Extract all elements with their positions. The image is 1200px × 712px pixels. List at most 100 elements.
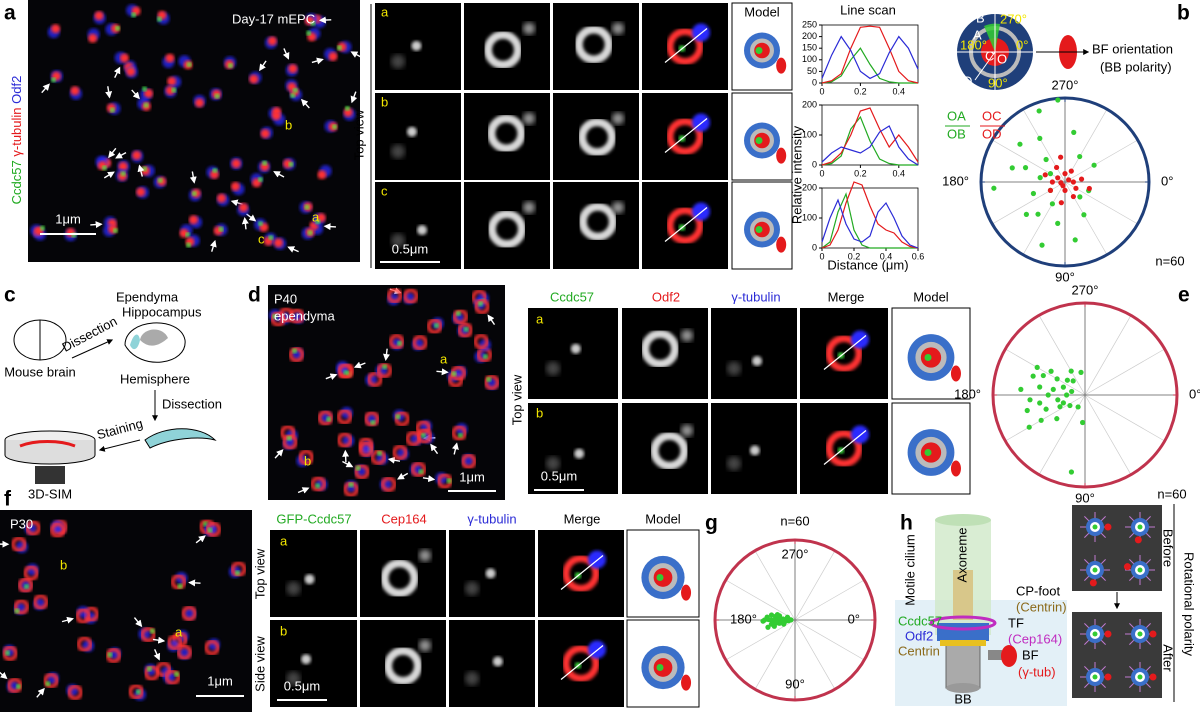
row-label: a	[536, 311, 544, 326]
bb-dot	[1092, 524, 1098, 530]
signal-gray	[752, 355, 763, 366]
stain: γ-tubulin	[9, 107, 24, 156]
signal-gray	[650, 431, 689, 470]
view-label: Top view	[509, 374, 524, 425]
signal-red	[49, 522, 66, 538]
image-title: P40	[274, 291, 297, 306]
signal-gray	[749, 445, 760, 456]
annotation: n=60	[1155, 253, 1184, 268]
spoke	[1022, 181, 1066, 255]
signal-red	[126, 67, 136, 77]
basal-body	[945, 639, 981, 689]
point	[991, 185, 997, 191]
angle-tick-label: 0°	[1161, 173, 1173, 188]
signal-gray	[286, 581, 301, 596]
spoke	[1084, 348, 1165, 396]
signal-green	[113, 228, 118, 233]
scan-line	[823, 430, 867, 465]
label: Dissection	[162, 396, 222, 411]
panel-label: h	[900, 512, 913, 535]
signal-red	[336, 409, 353, 425]
signal-red	[473, 333, 489, 350]
signal-green	[174, 671, 179, 677]
column-header: Cep164	[381, 511, 427, 526]
point	[1078, 369, 1084, 375]
point	[1047, 171, 1054, 177]
signal-green	[203, 521, 208, 527]
image-arrow	[189, 171, 197, 184]
x-tick-label: 0.4	[893, 168, 906, 178]
label: (Cep164)	[1008, 631, 1062, 646]
signal-green	[45, 681, 51, 687]
point	[1030, 373, 1036, 379]
model-foot	[776, 147, 787, 164]
signal-red	[7, 677, 23, 694]
signal-red	[43, 672, 59, 689]
signal-green	[463, 326, 469, 332]
micrograph-tile	[528, 403, 618, 494]
point	[1054, 164, 1060, 171]
cell-label: a	[312, 209, 320, 224]
image-arrow	[152, 636, 166, 644]
angle-tick-label: 270°	[782, 546, 809, 561]
signal-green	[212, 168, 218, 173]
image-arrow	[246, 213, 257, 222]
y-tick-label: 150	[802, 43, 817, 53]
signal-red	[204, 639, 220, 656]
row-label: c	[381, 183, 388, 198]
image-arrow	[342, 449, 350, 463]
signal-red	[483, 374, 500, 391]
chart-title: Line scan	[840, 2, 896, 17]
line-series	[821, 181, 919, 249]
signal-green	[483, 354, 488, 359]
signal-green	[292, 348, 297, 354]
image-arrow	[350, 91, 358, 104]
signal-gray	[419, 639, 431, 652]
point	[1070, 378, 1076, 384]
signal-red	[189, 215, 199, 225]
signal-red	[155, 661, 172, 678]
signal-green	[370, 420, 376, 425]
image-arrow	[422, 475, 436, 483]
image-arrow	[273, 171, 285, 178]
column-header: Odf2	[652, 289, 680, 304]
signal-red	[176, 644, 193, 661]
bf-dot	[1149, 630, 1157, 638]
point-label: B	[976, 10, 985, 25]
signal-gray	[578, 202, 617, 241]
label: Staining	[95, 416, 144, 443]
signal-red	[416, 428, 433, 444]
signal-green	[421, 433, 426, 438]
signal-green	[14, 608, 20, 614]
signal-green	[157, 178, 163, 183]
signal-gray	[523, 112, 535, 125]
point	[1040, 372, 1046, 379]
label: Mouse brain	[4, 364, 76, 379]
x-tick-label: 0	[819, 86, 824, 96]
image-arrow	[41, 83, 50, 94]
stain: Odf2	[9, 76, 24, 104]
y-tick-label: 0	[812, 77, 817, 87]
signal-gray	[465, 581, 479, 596]
point	[1058, 200, 1064, 206]
model-dot	[755, 47, 763, 54]
model-dot	[755, 226, 763, 233]
legend-text: OD	[982, 126, 1002, 141]
label: Before	[1161, 529, 1176, 567]
point	[1077, 194, 1083, 200]
point	[1047, 187, 1054, 193]
signal-red	[289, 308, 305, 324]
signal-red	[166, 634, 183, 651]
signal-green	[185, 232, 191, 238]
legend-text: OC	[982, 108, 1002, 123]
signal-gray	[417, 225, 428, 236]
signal-green	[110, 107, 115, 113]
signal-green	[120, 171, 126, 177]
point	[1022, 165, 1029, 171]
label: Ependyma	[116, 289, 179, 304]
signal-gray	[485, 568, 496, 579]
signal-green	[177, 583, 183, 589]
point	[762, 617, 768, 623]
signal-green	[310, 21, 316, 26]
signal-red	[666, 28, 704, 65]
